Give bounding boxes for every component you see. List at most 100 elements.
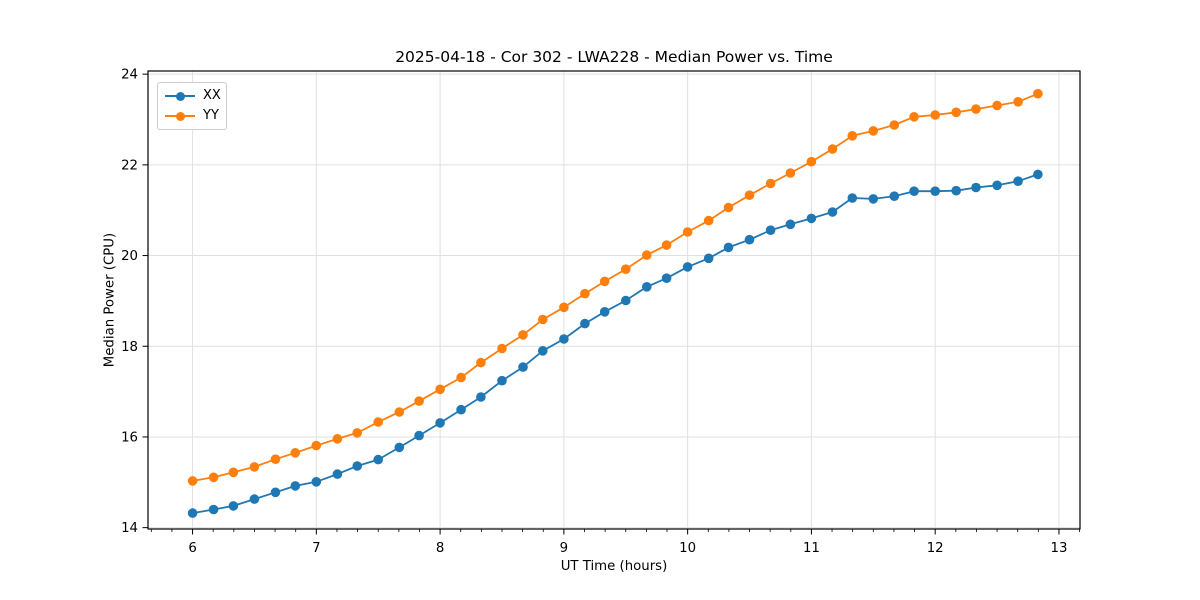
series-yy-marker bbox=[703, 215, 714, 226]
series-xx-marker bbox=[518, 362, 528, 372]
x-tick-label: 10 bbox=[679, 541, 696, 556]
series-yy-marker bbox=[847, 131, 858, 141]
series-xx-marker bbox=[311, 477, 322, 487]
series-yy-marker bbox=[785, 168, 796, 178]
series-yy-marker bbox=[580, 288, 590, 299]
series-yy-marker bbox=[187, 476, 198, 486]
series-yy-marker bbox=[435, 384, 445, 395]
series-xx-marker bbox=[723, 242, 734, 253]
series-yy-marker bbox=[249, 462, 260, 472]
series-xx-marker bbox=[642, 282, 652, 292]
series-yy-marker bbox=[930, 110, 940, 120]
x-tick-label: 9 bbox=[560, 541, 568, 556]
series-yy-marker bbox=[992, 100, 1002, 111]
legend-item-yy: YY bbox=[165, 106, 220, 126]
series-xx-marker bbox=[456, 404, 466, 415]
series-xx-marker bbox=[394, 442, 405, 453]
series-xx-marker bbox=[992, 180, 1002, 191]
series-xx-marker bbox=[435, 418, 445, 428]
series-xx-marker bbox=[621, 295, 631, 306]
series-yy-marker bbox=[270, 454, 281, 465]
series-xx-marker bbox=[559, 334, 569, 344]
series-xx-marker bbox=[208, 504, 219, 515]
series-xx-marker bbox=[352, 461, 363, 471]
series-yy-marker bbox=[414, 396, 424, 406]
y-tick-label: 18 bbox=[121, 340, 138, 355]
series-yy-marker bbox=[971, 104, 981, 114]
series-xx-marker bbox=[228, 501, 239, 511]
series-yy-marker bbox=[1013, 97, 1023, 107]
series-yy-marker bbox=[559, 302, 569, 313]
legend: XX YY bbox=[157, 82, 227, 130]
series-yy-marker bbox=[228, 467, 239, 478]
series-yy-marker bbox=[951, 107, 961, 118]
series-yy-marker bbox=[518, 330, 528, 340]
legend-item-xx: XX bbox=[165, 86, 221, 106]
x-tick-label: 11 bbox=[803, 541, 820, 556]
series-yy-marker bbox=[744, 190, 755, 200]
series-xx-marker bbox=[765, 225, 776, 235]
series-xx-marker bbox=[889, 191, 900, 201]
series-xx-marker bbox=[1013, 176, 1023, 186]
series-yy-marker bbox=[682, 227, 693, 237]
series-yy-marker bbox=[599, 276, 610, 287]
series-xx-marker bbox=[497, 375, 507, 386]
series-yy-marker bbox=[868, 126, 879, 136]
series-xx-marker bbox=[806, 213, 817, 224]
series-yy-line bbox=[192, 92, 1039, 482]
series-xx-marker bbox=[249, 494, 260, 504]
series-xx-marker bbox=[580, 318, 590, 329]
series-yy-marker bbox=[827, 144, 838, 154]
series-xx-marker bbox=[373, 454, 384, 465]
series-xx-marker bbox=[703, 253, 714, 264]
y-tick-label: 22 bbox=[121, 158, 138, 173]
series-yy-marker bbox=[332, 434, 343, 444]
series-yy-marker bbox=[538, 314, 548, 325]
x-axis-label: UT Time (hours) bbox=[560, 559, 668, 574]
series-yy-marker bbox=[456, 372, 466, 383]
series-yy-marker bbox=[476, 357, 486, 368]
series-xx-marker bbox=[661, 273, 672, 284]
series-xx-marker bbox=[971, 182, 981, 193]
series-xx-marker bbox=[290, 481, 301, 491]
series-xx-line bbox=[192, 173, 1039, 514]
series-xx-marker bbox=[270, 487, 281, 498]
series-xx-marker bbox=[827, 207, 838, 217]
series-yy-marker bbox=[394, 407, 405, 417]
series-yy-marker bbox=[352, 428, 363, 438]
series-xx-marker bbox=[476, 392, 486, 402]
series-yy-marker bbox=[661, 240, 672, 250]
series-yy-marker bbox=[909, 112, 919, 122]
series-yy-marker bbox=[1033, 88, 1043, 99]
series-xx-marker bbox=[682, 262, 693, 272]
series-xx-marker bbox=[332, 469, 343, 479]
series-yy-marker bbox=[208, 472, 219, 483]
series-yy-marker bbox=[621, 264, 631, 275]
legend-line-marker-xx bbox=[165, 91, 195, 101]
y-tick-label: 24 bbox=[121, 68, 138, 83]
y-tick-label: 20 bbox=[121, 249, 138, 264]
series-xx-marker bbox=[868, 194, 879, 204]
chart-title: 2025-04-18 - Cor 302 - LWA228 - Median P… bbox=[395, 48, 833, 66]
x-tick-label: 8 bbox=[436, 541, 444, 556]
series-xx-marker bbox=[1033, 169, 1043, 180]
series-yy-marker bbox=[642, 250, 652, 260]
series-xx-marker bbox=[599, 307, 610, 317]
series-yy-marker bbox=[889, 120, 900, 130]
series-yy-marker bbox=[765, 178, 776, 189]
series-xx-marker bbox=[930, 186, 940, 196]
legend-line-marker-yy bbox=[165, 111, 195, 121]
series-xx-marker bbox=[744, 234, 755, 245]
legend-label-xx: XX bbox=[203, 88, 221, 103]
y-tick-label: 14 bbox=[121, 521, 138, 536]
series-yy-marker bbox=[806, 156, 817, 167]
series-xx-marker bbox=[909, 186, 919, 196]
series-yy-marker bbox=[497, 343, 507, 354]
series-yy-marker bbox=[723, 202, 734, 213]
axes-frame bbox=[147, 70, 1081, 530]
series-xx-marker bbox=[951, 185, 961, 196]
series-xx-marker bbox=[785, 219, 796, 230]
series-xx-marker bbox=[538, 346, 548, 356]
y-axis-label: Median Power (CPU) bbox=[102, 232, 118, 368]
